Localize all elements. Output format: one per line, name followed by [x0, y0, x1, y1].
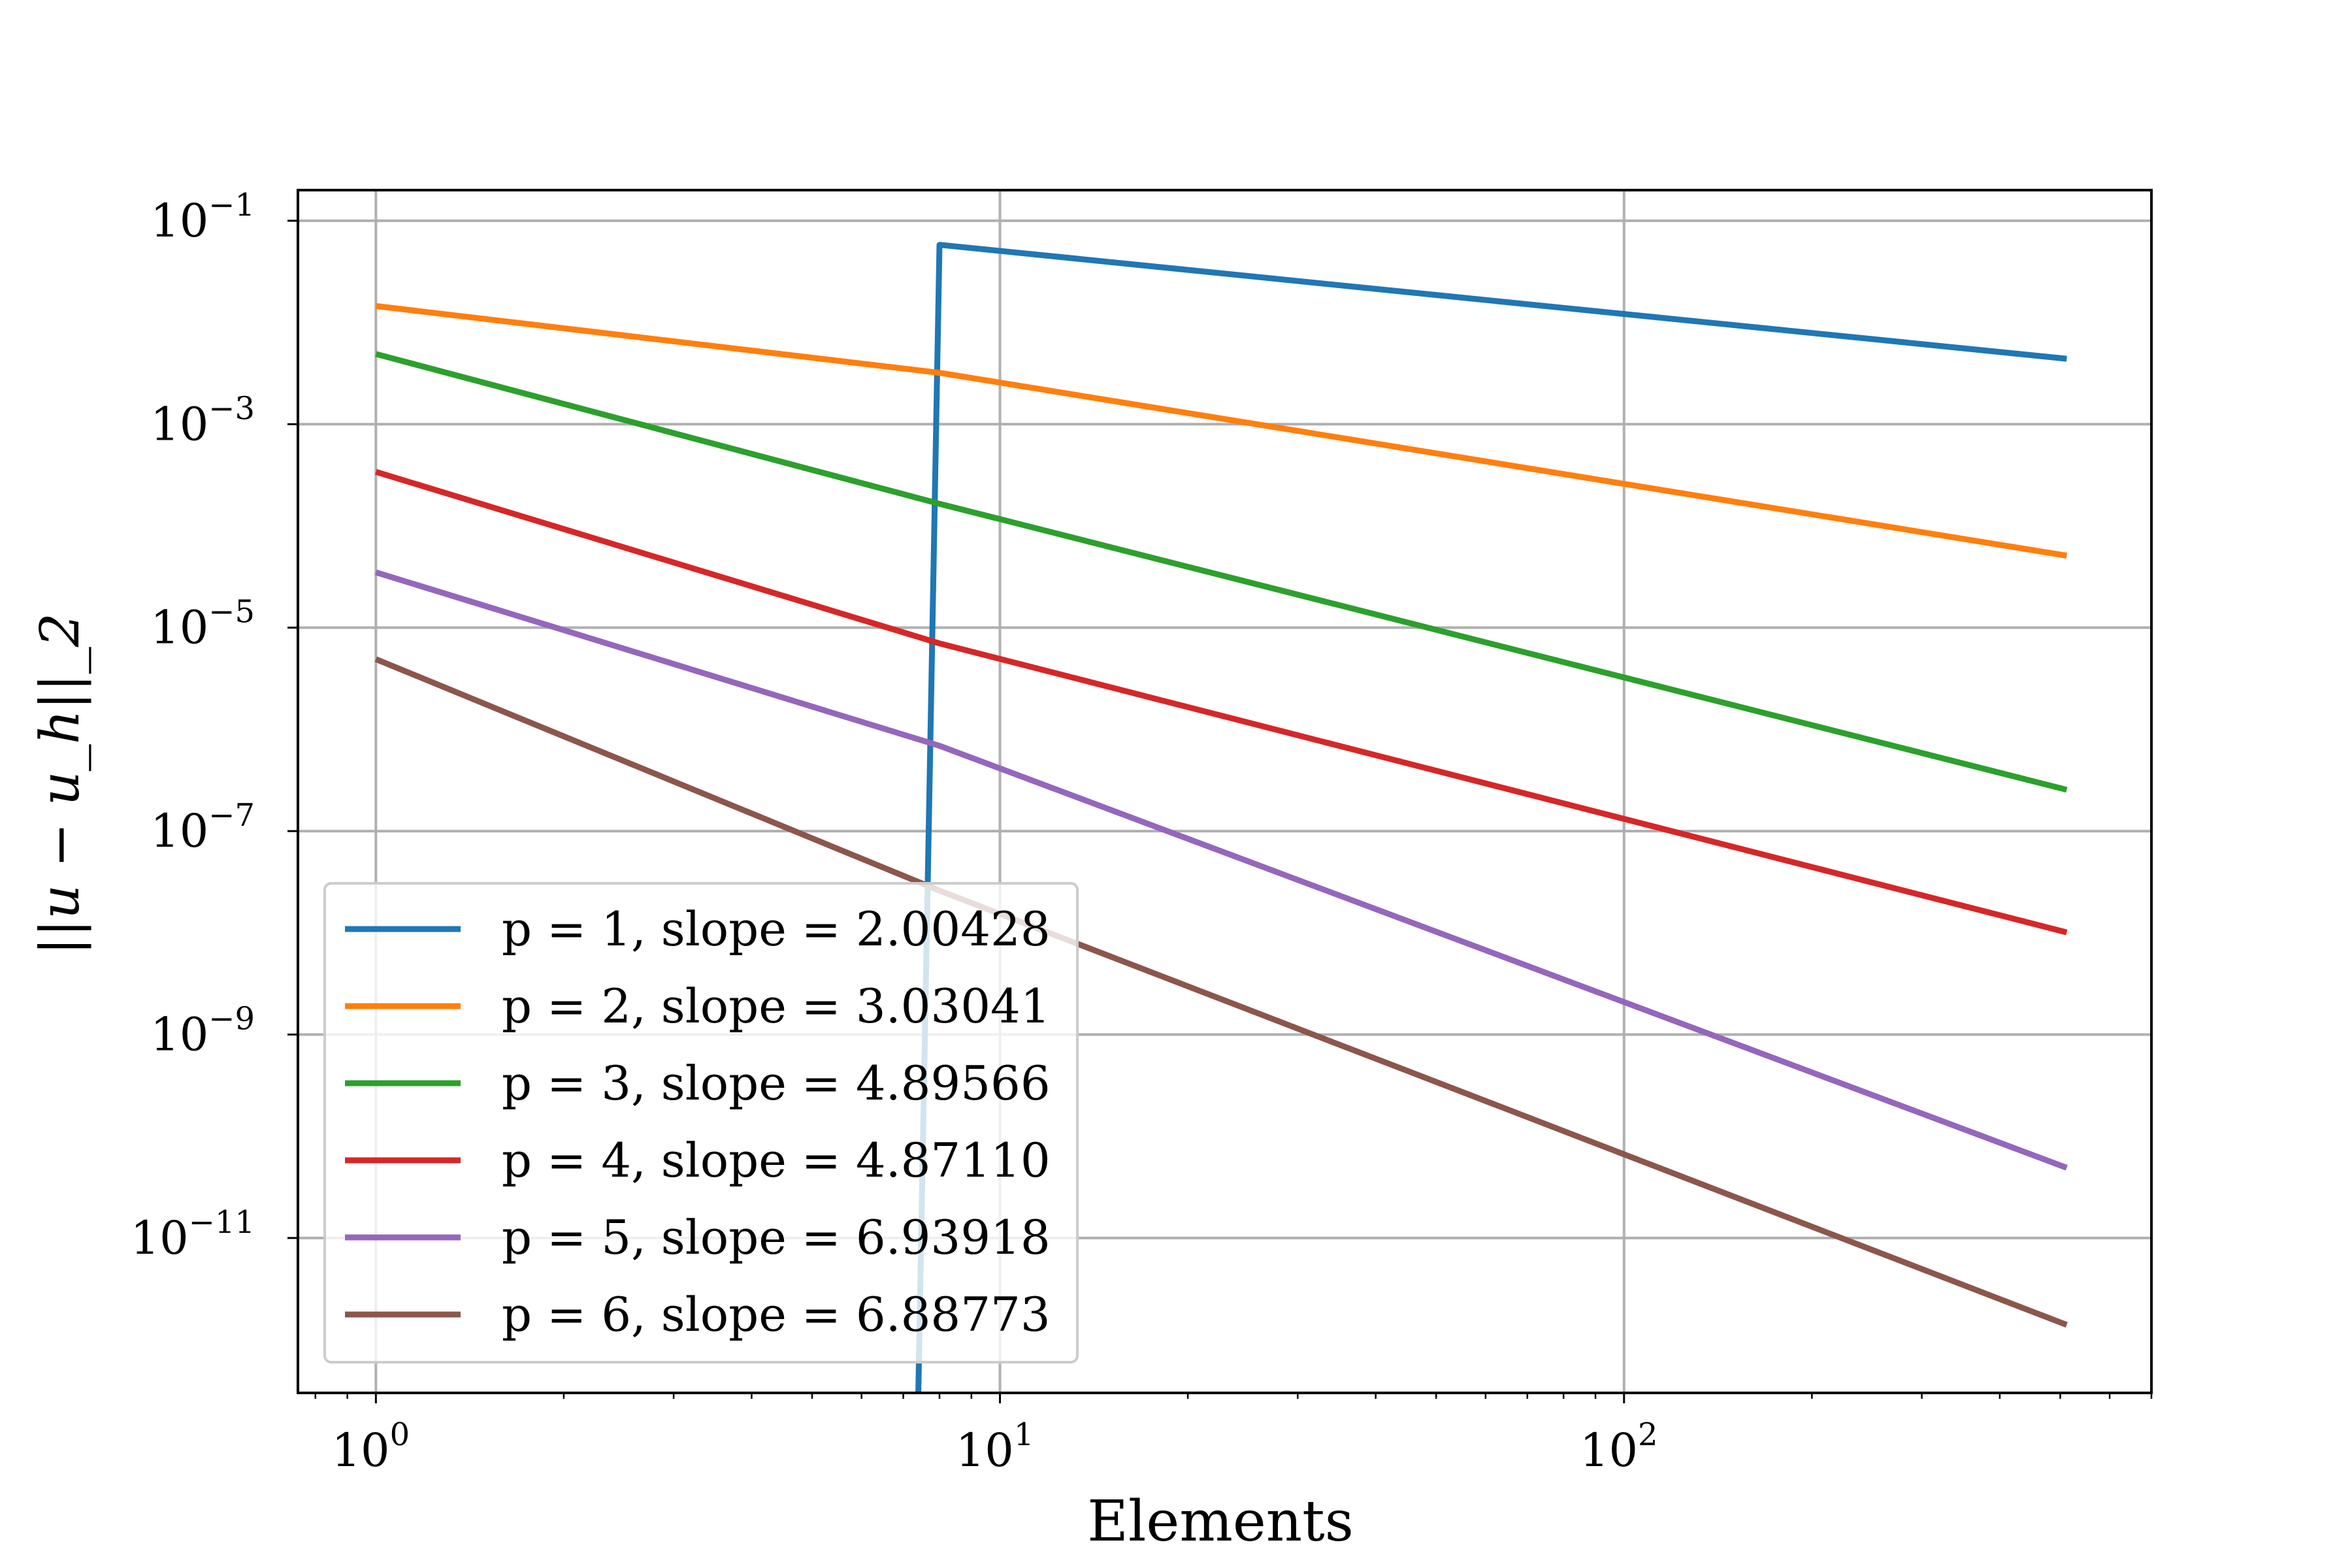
plot-area-frame — [297, 189, 2153, 1394]
y-tick-label: 10−9 — [150, 1000, 255, 1061]
legend-label-p4: p = 4, slope = 4.87110 — [502, 1133, 1051, 1188]
y-axis-label: ||u − u_h||_2 — [29, 613, 91, 955]
x-tick-label: 100 — [332, 1416, 410, 1477]
legend-label-p5: p = 5, slope = 6.93918 — [502, 1210, 1051, 1265]
legend-label-p1: p = 1, slope = 2.00428 — [502, 902, 1051, 956]
x-tick-label: 102 — [1580, 1416, 1658, 1477]
axis-ticks — [287, 220, 2153, 1403]
x-axis-label: Elements — [1087, 1489, 1354, 1554]
legend-label-p2: p = 2, slope = 3.03041 — [502, 979, 1051, 1034]
series-line-p5 — [374, 569, 2068, 1171]
legend: p = 1, slope = 2.00428 p = 2, slope = 3.0… — [323, 882, 1079, 1364]
legend-label-p3: p = 3, slope = 4.89566 — [502, 1056, 1051, 1111]
y-tick-label: 10−5 — [150, 594, 255, 655]
legend-label-p6: p = 6, slope = 6.88773 — [502, 1287, 1051, 1342]
series-line-p2 — [375, 302, 2068, 559]
series-line-p4 — [374, 468, 2068, 936]
legend-box — [323, 882, 1079, 1364]
series-line-p3 — [375, 351, 2068, 793]
